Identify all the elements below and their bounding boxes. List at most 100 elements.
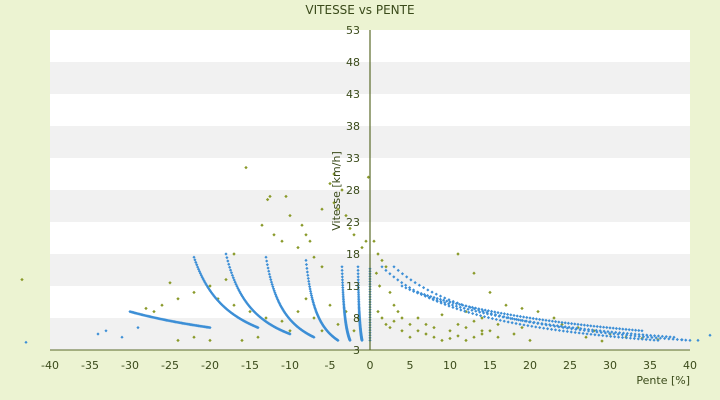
blue-data-point xyxy=(606,329,610,334)
olive-data-point xyxy=(472,319,476,323)
blue-data-point xyxy=(684,338,688,342)
blue-data-point xyxy=(538,317,542,322)
blue-data-point xyxy=(524,319,528,323)
y-tick-label: 28 xyxy=(346,184,360,197)
olive-data-point xyxy=(416,316,420,320)
blue-data-point xyxy=(220,303,224,307)
blue-data-point xyxy=(192,255,196,259)
blue-data-point xyxy=(516,318,521,322)
blue-data-point xyxy=(518,314,522,319)
blue-data-point xyxy=(624,336,629,340)
blue-data-point xyxy=(557,320,561,324)
blue-data-point xyxy=(225,256,229,260)
blue-data-point xyxy=(608,326,612,330)
blue-data-point xyxy=(193,258,197,262)
y-tick-label: 23 xyxy=(346,216,360,229)
olive-data-point xyxy=(152,309,156,314)
olive-data-point xyxy=(408,322,412,327)
blue-data-point xyxy=(506,320,510,324)
blue-data-point xyxy=(466,307,470,311)
blue-data-point xyxy=(227,309,231,313)
blue-data-point xyxy=(583,327,587,331)
blue-data-point xyxy=(404,283,408,287)
blue-data-point xyxy=(281,308,285,312)
blue-data-point xyxy=(483,308,487,312)
blue-data-point xyxy=(304,262,309,267)
blue-data-point xyxy=(672,335,676,339)
blue-data-point xyxy=(455,307,459,311)
olive-data-point xyxy=(408,335,412,339)
blue-data-point xyxy=(474,306,478,310)
blue-data-point xyxy=(241,296,245,300)
blue-data-point xyxy=(461,303,465,307)
olive-data-point xyxy=(448,329,452,333)
blue-data-point xyxy=(458,305,462,309)
blue-data-point xyxy=(532,320,536,324)
blue-data-point xyxy=(616,332,620,336)
blue-data-point xyxy=(270,282,274,287)
blue-data-point xyxy=(553,324,557,328)
blue-data-point xyxy=(279,304,283,309)
blue-data-point xyxy=(239,291,243,295)
blue-data-point xyxy=(408,286,412,290)
x-axis-label: Pente [%] xyxy=(636,374,690,387)
blue-data-point xyxy=(477,307,481,311)
blue-data-point xyxy=(470,305,474,310)
blue-data-point xyxy=(637,334,641,338)
blue-data-point xyxy=(426,288,430,292)
olive-data-point xyxy=(388,290,392,295)
olive-data-point xyxy=(424,332,428,336)
blue-data-point xyxy=(549,327,554,331)
blue-data-point xyxy=(341,288,345,292)
blue-data-point xyxy=(463,309,467,313)
blue-data-point xyxy=(480,307,484,312)
blue-data-point xyxy=(557,328,562,333)
blue-data-point xyxy=(438,294,443,298)
blue-data-point xyxy=(640,329,644,333)
blue-data-point xyxy=(104,329,108,333)
blue-data-point xyxy=(267,272,272,276)
x-tick-label: 30 xyxy=(603,359,617,372)
blue-data-point xyxy=(284,312,288,316)
blue-data-point xyxy=(340,278,345,282)
blue-data-point xyxy=(443,296,447,300)
blue-data-point xyxy=(194,260,198,264)
blue-data-point xyxy=(227,262,231,266)
blue-data-point xyxy=(439,299,443,304)
blue-data-point xyxy=(505,316,509,320)
blue-data-point xyxy=(696,338,700,342)
blue-data-point xyxy=(589,332,593,336)
blue-data-point xyxy=(447,302,451,306)
olive-data-point xyxy=(472,335,476,339)
blue-data-point xyxy=(254,311,258,316)
olive-data-point xyxy=(456,322,460,327)
olive-data-point xyxy=(20,277,24,282)
olive-data-point xyxy=(392,319,396,323)
blue-data-point xyxy=(242,297,246,301)
blue-data-point xyxy=(400,281,404,285)
olive-data-point xyxy=(374,271,379,275)
olive-data-point xyxy=(332,172,336,176)
blue-data-point xyxy=(405,275,409,279)
blue-data-point xyxy=(304,258,308,262)
x-tick-label: -40 xyxy=(41,359,59,372)
blue-data-point xyxy=(443,301,447,305)
blue-data-point xyxy=(388,272,392,276)
blue-data-point xyxy=(688,338,692,342)
blue-data-point xyxy=(614,326,618,331)
blue-data-point xyxy=(451,301,455,305)
blue-data-point xyxy=(216,298,220,303)
blue-data-point xyxy=(265,263,269,267)
blue-data-point xyxy=(589,324,593,328)
blue-data-point xyxy=(228,310,233,314)
olive-data-point xyxy=(256,335,260,339)
blue-data-point xyxy=(579,327,583,331)
olive-data-point xyxy=(496,335,500,339)
olive-data-point xyxy=(380,258,384,263)
blue-data-point xyxy=(232,278,236,282)
blue-data-point xyxy=(608,331,612,336)
x-tick-label: -5 xyxy=(325,359,336,372)
blue-data-point xyxy=(602,329,606,333)
blue-data-point xyxy=(644,337,648,342)
blue-data-point xyxy=(470,308,474,312)
